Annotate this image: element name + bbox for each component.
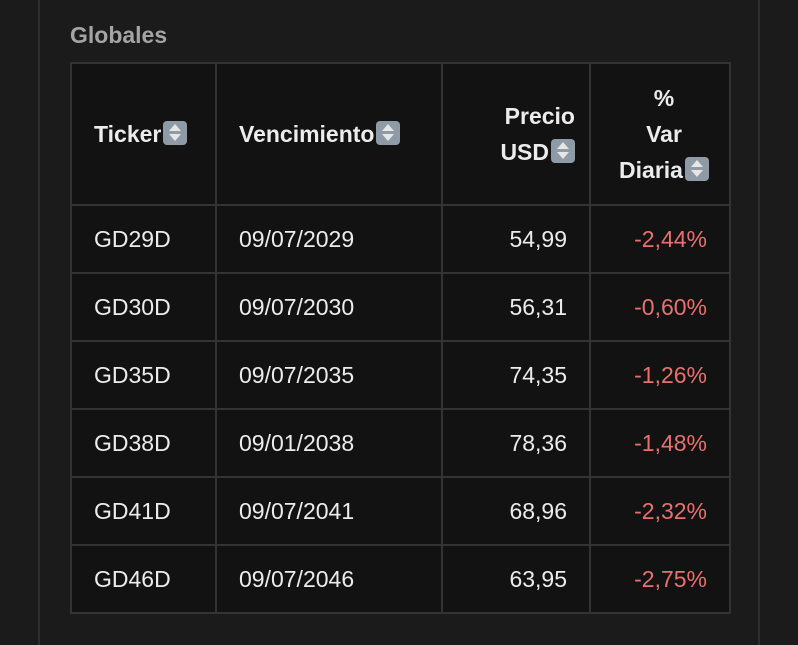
table-cell: 78,36 [441, 408, 591, 478]
header-row: Ticker Vencimiento Precio USD % Var Diaria [70, 62, 731, 206]
header-label: Ticker [94, 121, 162, 147]
table-cell: 56,31 [441, 272, 591, 342]
table-cell: 54,99 [441, 204, 591, 274]
table-cell: GD30D [70, 272, 217, 342]
header-label: Vencimiento [239, 121, 375, 147]
sort-icon[interactable] [684, 157, 709, 181]
column-header[interactable]: Vencimiento [215, 62, 443, 206]
table-body: GD29D 09/07/2029 54,99 -2,44% GD30D 09/07/203… [70, 204, 731, 614]
table-cell: GD38D [70, 408, 217, 478]
sort-icon[interactable] [551, 139, 575, 163]
column-header[interactable]: Ticker [70, 62, 217, 206]
header-text-wrap: Precio USD [465, 98, 575, 170]
table-row: GD35D 09/07/2035 74,35 -1,26% [70, 340, 731, 410]
panel-frame [38, 0, 760, 645]
table-cell: 63,95 [441, 544, 591, 614]
sort-icon[interactable] [376, 121, 401, 145]
header-label: Precio USD [500, 103, 575, 165]
table-cell: -0,60% [589, 272, 731, 342]
table-cell: 09/07/2035 [215, 340, 443, 410]
table-cell: 68,96 [441, 476, 591, 546]
table-cell: GD29D [70, 204, 217, 274]
table-row: GD38D 09/01/2038 78,36 -1,48% [70, 408, 731, 478]
table-cell: 09/01/2038 [215, 408, 443, 478]
column-header[interactable]: % Var Diaria [589, 62, 731, 206]
table-cell: -2,32% [589, 476, 731, 546]
column-header[interactable]: Precio USD [441, 62, 591, 206]
header-label: % Var Diaria [619, 85, 683, 183]
header-text-wrap: Vencimiento [239, 116, 401, 152]
table-cell: 09/07/2041 [215, 476, 443, 546]
table-cell: -1,48% [589, 408, 731, 478]
table-cell: 09/07/2029 [215, 204, 443, 274]
header-text-wrap: % Var Diaria [613, 80, 715, 188]
bonds-table: Ticker Vencimiento Precio USD% Var Diaria … [70, 62, 731, 614]
table-row: GD41D 09/07/2041 68,96 -2,32% [70, 476, 731, 546]
table-cell: 09/07/2030 [215, 272, 443, 342]
table-row: GD46D 09/07/2046 63,95 -2,75% [70, 544, 731, 614]
table-cell: -1,26% [589, 340, 731, 410]
sort-icon[interactable] [163, 121, 188, 145]
table-cell: -2,75% [589, 544, 731, 614]
table-row: GD30D 09/07/2030 56,31 -0,60% [70, 272, 731, 342]
table-cell: GD35D [70, 340, 217, 410]
table-cell: 74,35 [441, 340, 591, 410]
table-cell: GD41D [70, 476, 217, 546]
table-cell: 09/07/2046 [215, 544, 443, 614]
table-cell: GD46D [70, 544, 217, 614]
header-text-wrap: Ticker [94, 116, 188, 152]
section-title: Globales [70, 22, 168, 48]
table-cell: -2,44% [589, 204, 731, 274]
table-row: GD29D 09/07/2029 54,99 -2,44% [70, 204, 731, 274]
